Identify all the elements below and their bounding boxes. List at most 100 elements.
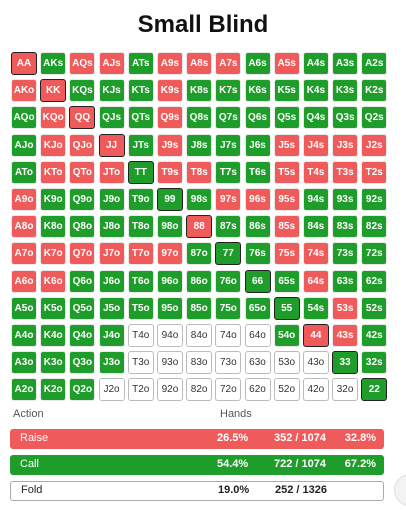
hand-cell-k9o[interactable]: K9o bbox=[40, 187, 67, 211]
hand-cell-t3o[interactable]: T3o bbox=[127, 351, 154, 375]
hand-cell-k7s[interactable]: K7s bbox=[215, 79, 242, 103]
hand-cell-84s[interactable]: 84s bbox=[302, 215, 329, 239]
hand-cell-66[interactable]: 66 bbox=[244, 269, 271, 293]
hand-cell-55[interactable]: 55 bbox=[273, 296, 300, 320]
hand-cell-99[interactable]: 99 bbox=[156, 187, 183, 211]
hand-cell-j2s[interactable]: J2s bbox=[361, 133, 388, 157]
hand-cell-k8o[interactable]: K8o bbox=[40, 215, 67, 239]
hand-cell-a3o[interactable]: A3o bbox=[11, 351, 37, 375]
hand-cell-a8s[interactable]: A8s bbox=[186, 52, 213, 75]
hand-cell-t9s[interactable]: T9s bbox=[156, 160, 183, 184]
hand-cell-t3s[interactable]: T3s bbox=[332, 160, 359, 184]
hand-cell-a2o[interactable]: A2o bbox=[11, 378, 37, 402]
hand-cell-ats[interactable]: ATs bbox=[127, 52, 154, 75]
hand-cell-j8o[interactable]: J8o bbox=[98, 215, 125, 239]
hand-cell-96s[interactable]: 96s bbox=[244, 187, 271, 211]
hand-cell-t6o[interactable]: T6o bbox=[127, 269, 154, 293]
hand-cell-62o[interactable]: 62o bbox=[244, 378, 271, 402]
hand-cell-65o[interactable]: 65o bbox=[244, 296, 271, 320]
hand-cell-q4o[interactable]: Q4o bbox=[69, 323, 96, 347]
hand-cell-j6s[interactable]: J6s bbox=[244, 133, 271, 157]
hand-cell-a7o[interactable]: A7o bbox=[11, 242, 37, 266]
hand-cell-k4s[interactable]: K4s bbox=[302, 79, 329, 103]
hand-cell-k2o[interactable]: K2o bbox=[40, 378, 67, 402]
hand-cell-33[interactable]: 33 bbox=[332, 351, 359, 375]
hand-cell-kts[interactable]: KTs bbox=[127, 79, 154, 103]
hand-cell-k2s[interactable]: K2s bbox=[361, 79, 388, 103]
hand-cell-kqo[interactable]: KQo bbox=[40, 106, 67, 130]
hand-cell-72o[interactable]: 72o bbox=[215, 378, 242, 402]
hand-cell-42o[interactable]: 42o bbox=[302, 378, 329, 402]
hand-cell-92o[interactable]: 92o bbox=[156, 378, 183, 402]
hand-cell-k5o[interactable]: K5o bbox=[40, 296, 67, 320]
hand-cell-k9s[interactable]: K9s bbox=[156, 79, 183, 103]
hand-cell-q3o[interactable]: Q3o bbox=[69, 351, 96, 375]
hand-cell-74o[interactable]: 74o bbox=[215, 323, 242, 347]
hand-cell-a8o[interactable]: A8o bbox=[11, 215, 37, 239]
hand-cell-a3s[interactable]: A3s bbox=[332, 52, 359, 75]
hand-cell-82s[interactable]: 82s bbox=[361, 215, 388, 239]
hand-cell-ato[interactable]: ATo bbox=[11, 160, 37, 184]
hand-cell-q5o[interactable]: Q5o bbox=[69, 296, 96, 320]
hand-cell-j2o[interactable]: J2o bbox=[98, 378, 125, 402]
hand-cell-a9s[interactable]: A9s bbox=[156, 52, 183, 75]
hand-cell-q5s[interactable]: Q5s bbox=[273, 106, 300, 130]
hand-cell-j5s[interactable]: J5s bbox=[273, 133, 300, 157]
hand-cell-a7s[interactable]: A7s bbox=[215, 52, 242, 75]
hand-cell-tt[interactable]: TT bbox=[127, 160, 154, 184]
hand-cell-53s[interactable]: 53s bbox=[332, 296, 359, 320]
hand-cell-76o[interactable]: 76o bbox=[215, 269, 242, 293]
hand-cell-kjo[interactable]: KJo bbox=[40, 133, 67, 157]
hand-cell-ajo[interactable]: AJo bbox=[11, 133, 37, 157]
hand-cell-k3o[interactable]: K3o bbox=[40, 351, 67, 375]
hand-cell-54o[interactable]: 54o bbox=[273, 323, 300, 347]
hand-cell-j8s[interactable]: J8s bbox=[186, 133, 213, 157]
hand-cell-63o[interactable]: 63o bbox=[244, 351, 271, 375]
hand-cell-k6o[interactable]: K6o bbox=[40, 269, 67, 293]
hand-cell-43o[interactable]: 43o bbox=[302, 351, 329, 375]
hand-cell-94o[interactable]: 94o bbox=[156, 323, 183, 347]
hand-cell-32s[interactable]: 32s bbox=[361, 351, 388, 375]
hand-cell-j5o[interactable]: J5o bbox=[98, 296, 125, 320]
floating-action-button[interactable] bbox=[394, 474, 406, 506]
hand-cell-t2o[interactable]: T2o bbox=[127, 378, 154, 402]
hand-cell-85s[interactable]: 85s bbox=[273, 215, 300, 239]
hand-cell-97s[interactable]: 97s bbox=[215, 187, 242, 211]
hand-cell-ajs[interactable]: AJs bbox=[98, 52, 125, 75]
hand-cell-j4o[interactable]: J4o bbox=[98, 323, 125, 347]
hand-cell-j3o[interactable]: J3o bbox=[98, 351, 125, 375]
hand-cell-83s[interactable]: 83s bbox=[332, 215, 359, 239]
hand-cell-87o[interactable]: 87o bbox=[186, 242, 213, 266]
hand-cell-96o[interactable]: 96o bbox=[156, 269, 183, 293]
hand-cell-aqs[interactable]: AQs bbox=[69, 52, 96, 75]
hand-cell-q4s[interactable]: Q4s bbox=[302, 106, 329, 130]
hand-cell-73o[interactable]: 73o bbox=[215, 351, 242, 375]
hand-cell-kqs[interactable]: KQs bbox=[69, 79, 96, 103]
hand-cell-q7s[interactable]: Q7s bbox=[215, 106, 242, 130]
hand-cell-t8s[interactable]: T8s bbox=[186, 160, 213, 184]
hand-cell-j9s[interactable]: J9s bbox=[156, 133, 183, 157]
hand-cell-t7o[interactable]: T7o bbox=[127, 242, 154, 266]
hand-cell-q3s[interactable]: Q3s bbox=[332, 106, 359, 130]
hand-cell-q8s[interactable]: Q8s bbox=[186, 106, 213, 130]
hand-cell-t8o[interactable]: T8o bbox=[127, 215, 154, 239]
hand-cell-ako[interactable]: AKo bbox=[11, 79, 37, 103]
hand-cell-97o[interactable]: 97o bbox=[156, 242, 183, 266]
hand-cell-95s[interactable]: 95s bbox=[273, 187, 300, 211]
hand-cell-63s[interactable]: 63s bbox=[332, 269, 359, 293]
hand-cell-87s[interactable]: 87s bbox=[215, 215, 242, 239]
hand-cell-a9o[interactable]: A9o bbox=[11, 187, 37, 211]
hand-cell-q2o[interactable]: Q2o bbox=[69, 378, 96, 402]
hand-cell-t7s[interactable]: T7s bbox=[215, 160, 242, 184]
hand-cell-32o[interactable]: 32o bbox=[332, 378, 359, 402]
hand-cell-64o[interactable]: 64o bbox=[244, 323, 271, 347]
hand-cell-64s[interactable]: 64s bbox=[302, 269, 329, 293]
hand-cell-a4o[interactable]: A4o bbox=[11, 323, 37, 347]
hand-cell-j4s[interactable]: J4s bbox=[302, 133, 329, 157]
hand-cell-kjs[interactable]: KJs bbox=[98, 79, 125, 103]
hand-cell-52o[interactable]: 52o bbox=[273, 378, 300, 402]
hand-cell-k5s[interactable]: K5s bbox=[273, 79, 300, 103]
hand-cell-jts[interactable]: JTs bbox=[127, 133, 154, 157]
hand-cell-62s[interactable]: 62s bbox=[361, 269, 388, 293]
hand-cell-q9o[interactable]: Q9o bbox=[69, 187, 96, 211]
